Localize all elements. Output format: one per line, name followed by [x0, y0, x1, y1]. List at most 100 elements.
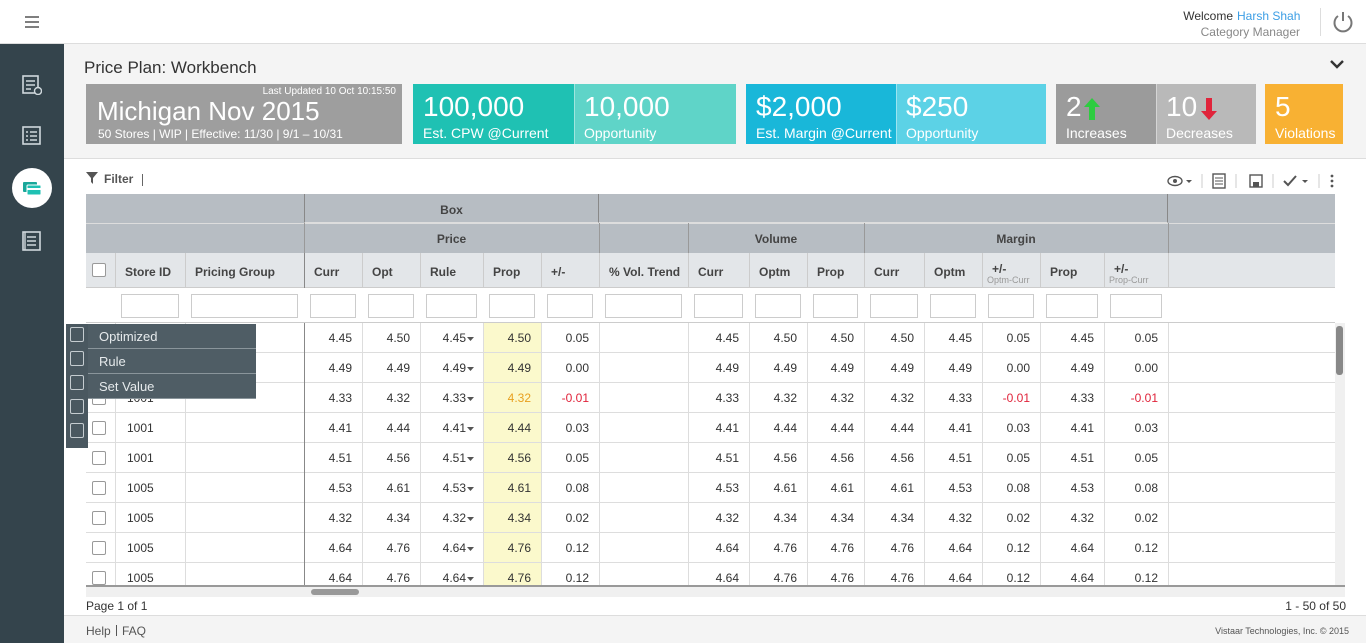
filter-input[interactable]	[755, 294, 801, 318]
checkbox[interactable]	[92, 421, 106, 435]
dropdown-caret[interactable]	[467, 397, 475, 402]
checkbox[interactable]	[92, 541, 106, 555]
cell-border	[807, 563, 808, 585]
user-name[interactable]: Harsh Shah	[1237, 9, 1301, 23]
section-cell	[688, 223, 864, 253]
footer-link[interactable]: FAQ	[122, 624, 147, 638]
cell-value: 4.41	[1070, 421, 1094, 435]
filter-input[interactable]	[368, 294, 414, 318]
dropdown-caret[interactable]	[467, 427, 475, 432]
filter-input[interactable]	[1046, 294, 1098, 318]
dropdown-caret[interactable]	[467, 577, 475, 582]
menu-icon[interactable]	[70, 399, 84, 414]
cell-border	[807, 353, 808, 383]
checkbox[interactable]	[92, 263, 106, 277]
kpi-card[interactable]	[896, 84, 1046, 144]
kpi-card[interactable]	[1056, 84, 1156, 144]
filter-input[interactable]	[988, 294, 1034, 318]
nav-icon[interactable]	[22, 75, 42, 95]
cell-border	[1104, 353, 1105, 383]
cell-border	[115, 443, 116, 473]
store-id: 1001	[127, 421, 154, 435]
filter-input[interactable]	[605, 294, 682, 318]
cell-border	[420, 533, 421, 563]
cell-border	[688, 323, 689, 353]
toolbar-icons[interactable]	[1166, 172, 1342, 190]
filter-input[interactable]	[121, 294, 179, 318]
filter-input[interactable]	[191, 294, 298, 318]
column-header	[982, 253, 1040, 288]
menu-icon[interactable]	[25, 16, 39, 28]
kpi-card[interactable]	[413, 84, 574, 144]
kpi-card[interactable]	[1265, 84, 1343, 144]
checkbox[interactable]	[92, 571, 106, 585]
footer-link[interactable]: Help	[86, 624, 111, 638]
dropdown-caret[interactable]	[467, 367, 475, 372]
collapse-icon[interactable]	[1329, 59, 1345, 71]
menu-label[interactable]: Rule	[99, 354, 126, 369]
checkbox[interactable]	[92, 451, 106, 465]
cell-value: 4.34	[773, 511, 797, 525]
menu-icon[interactable]	[70, 351, 84, 366]
h-scroll-thumb[interactable]	[311, 589, 359, 595]
cell-border	[807, 533, 808, 563]
column-label: Curr	[874, 265, 900, 279]
dropdown-caret[interactable]	[467, 457, 475, 462]
cell-border	[304, 353, 305, 383]
kpi-label: Est. Margin @Current	[756, 125, 892, 141]
page-title: Price Plan: Workbench	[84, 58, 257, 77]
cell-value: 4.34	[507, 511, 531, 525]
filter-input[interactable]	[426, 294, 477, 318]
cell-value: 4.44	[507, 421, 531, 435]
filter-icon[interactable]	[86, 172, 98, 184]
checkbox[interactable]	[92, 481, 106, 495]
cell-border	[362, 503, 363, 533]
power-icon[interactable]	[1332, 11, 1354, 33]
kpi-card[interactable]	[574, 84, 736, 144]
kpi-label: Increases	[1066, 125, 1127, 141]
cell-value: 4.49	[890, 361, 914, 375]
cell-value: 4.53	[1070, 481, 1094, 495]
cell-border	[304, 413, 305, 443]
rule-value: 4.33	[442, 391, 466, 405]
cell-border	[599, 353, 600, 383]
cell-border	[688, 503, 689, 533]
menu-icon[interactable]	[70, 327, 84, 342]
menu-item[interactable]	[88, 374, 256, 399]
dropdown-caret[interactable]	[467, 517, 475, 522]
table-body: 4.45 4.50 4.45 4.50 0.05 4.45 4.50 4.50 4.50 4.45…	[86, 323, 1335, 585]
filter-input[interactable]	[930, 294, 976, 318]
cell-value: 4.61	[890, 481, 914, 495]
decrease-arrow	[1201, 98, 1217, 120]
column-header	[1040, 253, 1104, 288]
filter-input[interactable]	[310, 294, 356, 318]
filter-input[interactable]	[870, 294, 918, 318]
menu-icon[interactable]	[70, 375, 84, 390]
rule-value: 4.41	[442, 421, 466, 435]
checkbox[interactable]	[92, 511, 106, 525]
filter-input[interactable]	[813, 294, 858, 318]
menu-icon[interactable]	[70, 423, 84, 438]
cell-border	[362, 323, 363, 353]
filter-label[interactable]: Filter	[104, 172, 134, 186]
dropdown-caret[interactable]	[467, 337, 475, 342]
nav-icon[interactable]	[22, 126, 42, 146]
kpi-card[interactable]	[746, 84, 896, 144]
menu-item[interactable]	[88, 349, 256, 374]
filter-input[interactable]	[489, 294, 535, 318]
menu-label[interactable]: Set Value	[99, 379, 155, 394]
filter-input[interactable]	[547, 294, 593, 318]
v-scroll-thumb[interactable]	[1336, 326, 1343, 375]
dropdown-caret[interactable]	[467, 487, 475, 492]
separator	[1320, 8, 1321, 36]
menu-item[interactable]	[88, 324, 256, 349]
cell-value: 4.76	[507, 541, 531, 555]
dropdown-caret[interactable]	[467, 547, 475, 552]
filter-input[interactable]	[694, 294, 743, 318]
menu-label[interactable]: Optimized	[99, 329, 158, 344]
prop-cell	[484, 503, 541, 532]
filter-input[interactable]	[1110, 294, 1162, 318]
cell-border	[599, 563, 600, 585]
nav-icon[interactable]	[22, 231, 42, 251]
cell-value: 4.49	[830, 361, 854, 375]
